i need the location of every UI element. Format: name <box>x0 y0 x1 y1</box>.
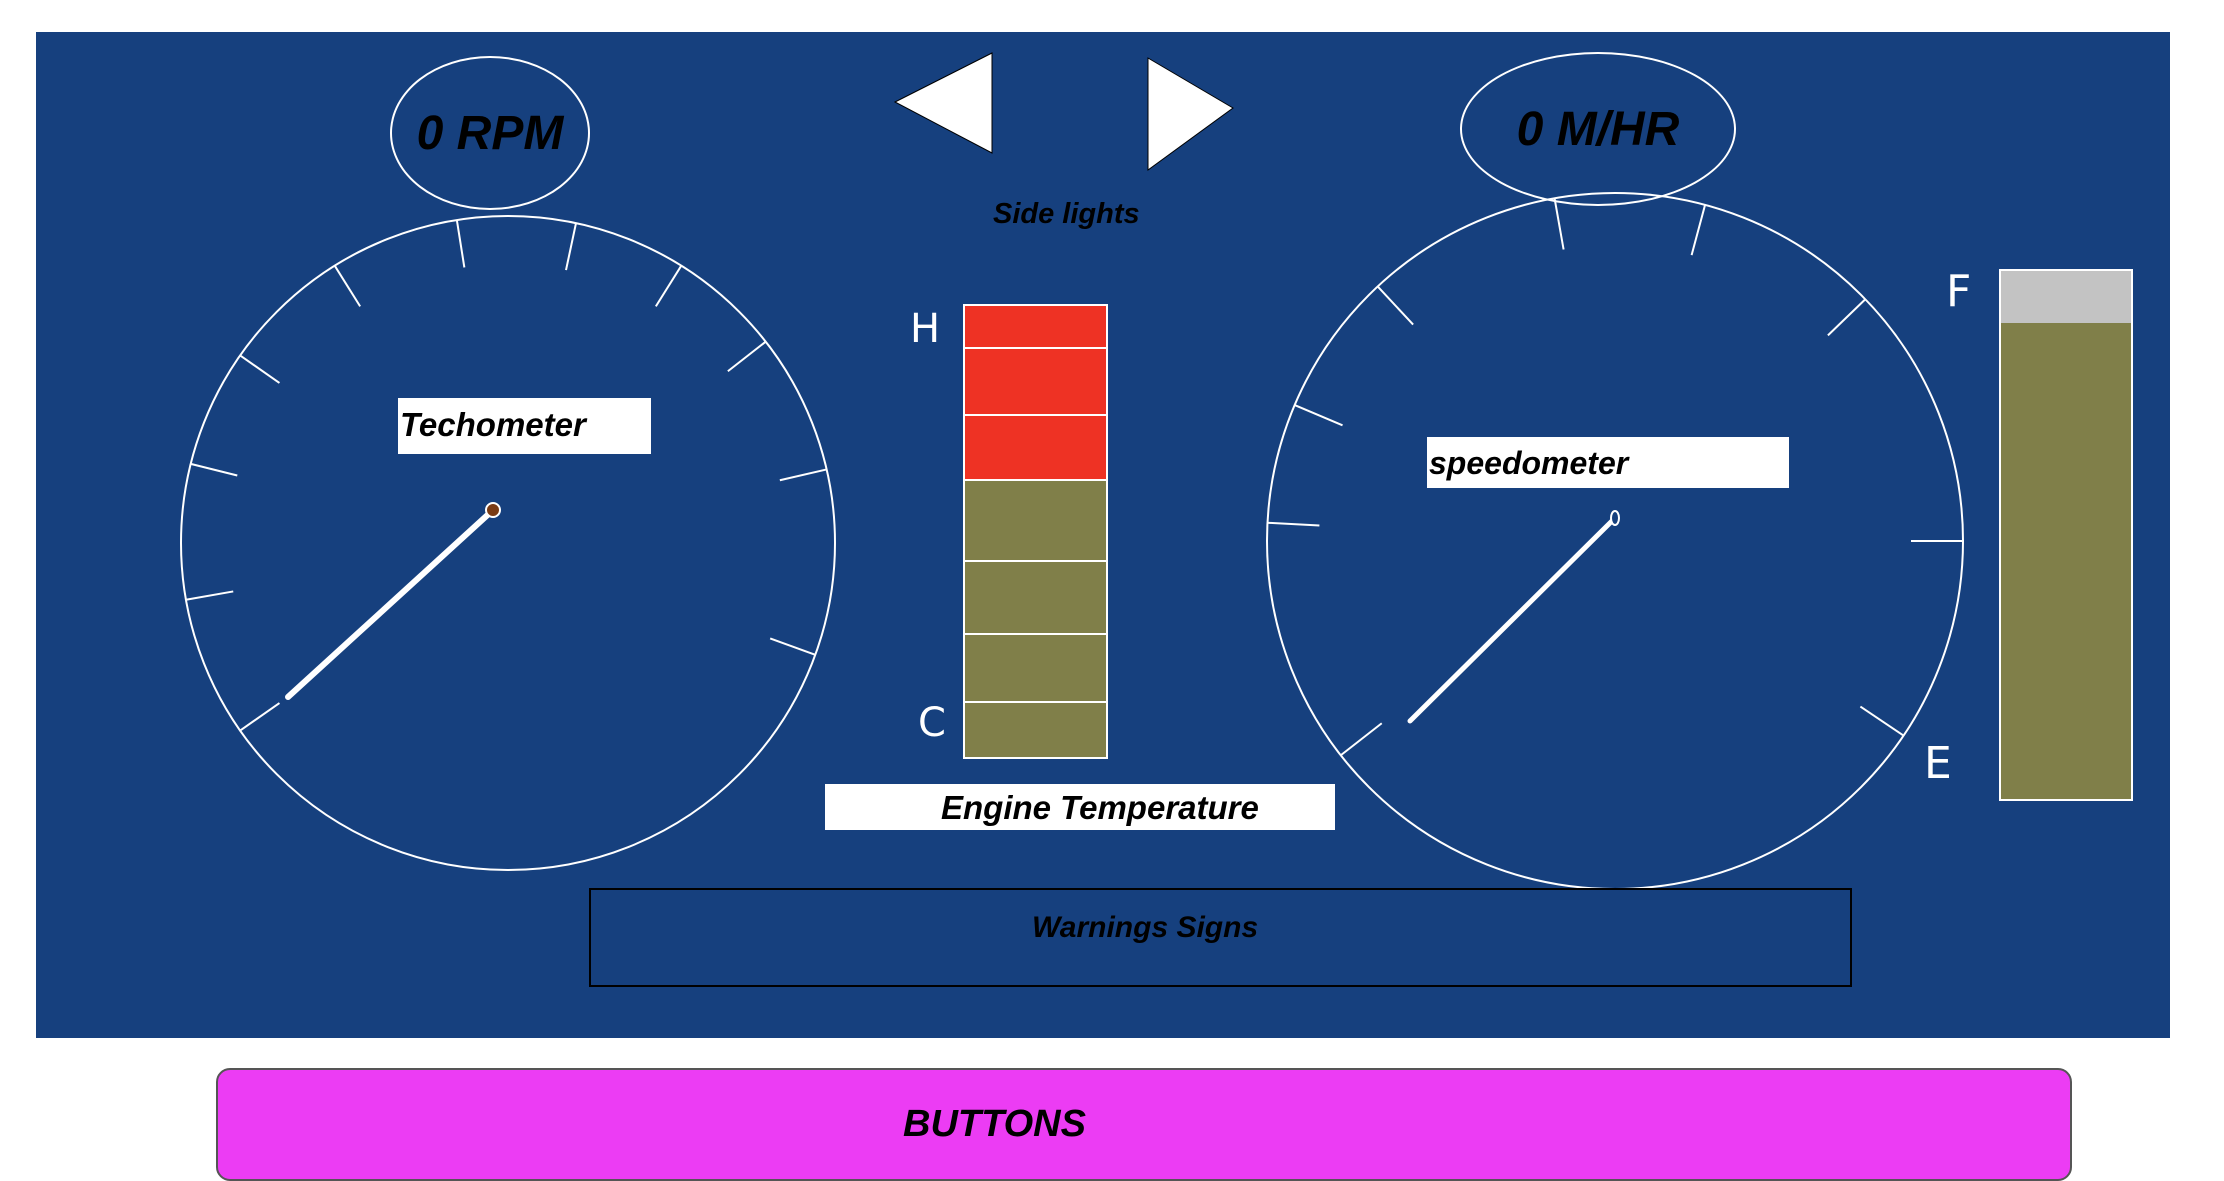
gauge-tick <box>769 637 816 656</box>
gauge-tick <box>333 265 362 307</box>
gauge-tick <box>239 354 281 384</box>
buttons-label: BUTTONS <box>903 1103 1086 1145</box>
speedometer-ticks <box>1267 198 1963 757</box>
gauge-tick <box>185 590 234 601</box>
gauge-tick <box>1376 285 1414 326</box>
fuel-level-fill <box>2000 323 2132 800</box>
gauge-tick <box>1827 298 1867 337</box>
gauge-tick <box>779 468 827 482</box>
rpm-readout-text: 0 RPM <box>416 106 564 160</box>
tachometer-gauge <box>180 215 836 871</box>
speedometer-gauge <box>1266 192 1964 890</box>
speed-readout-text: 0 M/HR <box>1516 102 1680 156</box>
left-indicator-icon[interactable] <box>893 52 993 154</box>
tachometer-label-box <box>398 398 651 454</box>
temp-hot-label: H <box>910 306 941 352</box>
right-indicator-icon[interactable] <box>1147 57 1234 171</box>
tachometer-ticks <box>185 219 827 732</box>
speedometer-label: speedometer <box>1429 445 1629 481</box>
speedometer-hub <box>1610 510 1620 526</box>
side-lights-label: Side lights <box>993 198 1140 230</box>
gauge-tick <box>1340 722 1383 757</box>
engine-temperature-label: Engine Temperature <box>941 789 1259 826</box>
warnings-panel <box>589 888 1852 987</box>
gauge-tick <box>190 462 238 477</box>
tachometer-needle <box>285 507 496 700</box>
temp-cold-label: C <box>918 700 946 746</box>
gauge-tick <box>1553 198 1565 250</box>
tachometer-hub <box>485 502 501 518</box>
fuel-gauge <box>1999 269 2133 801</box>
temperature-segment <box>963 347 1108 416</box>
fuel-full-label: F <box>1946 266 1972 317</box>
tachometer-dial <box>180 215 836 871</box>
gauge-tick <box>1690 204 1707 256</box>
temperature-segment <box>963 479 1108 562</box>
temperature-segment <box>963 633 1108 703</box>
engine-temperature-bar <box>963 304 1108 759</box>
gauge-tick <box>1294 404 1343 427</box>
fuel-empty-portion <box>2000 270 2132 323</box>
gauge-tick <box>1267 521 1320 527</box>
warnings-label: Warnings Signs <box>1032 911 1259 944</box>
engine-temperature-label-box <box>825 784 1335 830</box>
gauge-tick <box>727 340 767 373</box>
gauge-tick <box>654 265 683 307</box>
temperature-segment <box>963 304 1108 349</box>
gauge-tick <box>239 702 281 732</box>
fuel-empty-label: E <box>1924 738 1952 789</box>
tachometer-label: Techometer <box>400 406 586 443</box>
temperature-segment <box>963 414 1108 481</box>
temperature-segment <box>963 560 1108 635</box>
gauge-tick <box>455 219 466 268</box>
speedometer-dial <box>1266 192 1964 890</box>
rpm-readout: 0 RPM <box>390 56 590 210</box>
gauge-tick <box>1859 705 1905 737</box>
speed-readout: 0 M/HR <box>1460 52 1736 206</box>
speedometer-label-box <box>1427 437 1789 488</box>
speedometer-needle <box>1407 515 1618 724</box>
buttons-bar[interactable] <box>216 1068 2072 1181</box>
temperature-segment <box>963 701 1108 759</box>
fuel-gauge-frame <box>1999 269 2133 801</box>
gauge-tick <box>565 222 577 271</box>
